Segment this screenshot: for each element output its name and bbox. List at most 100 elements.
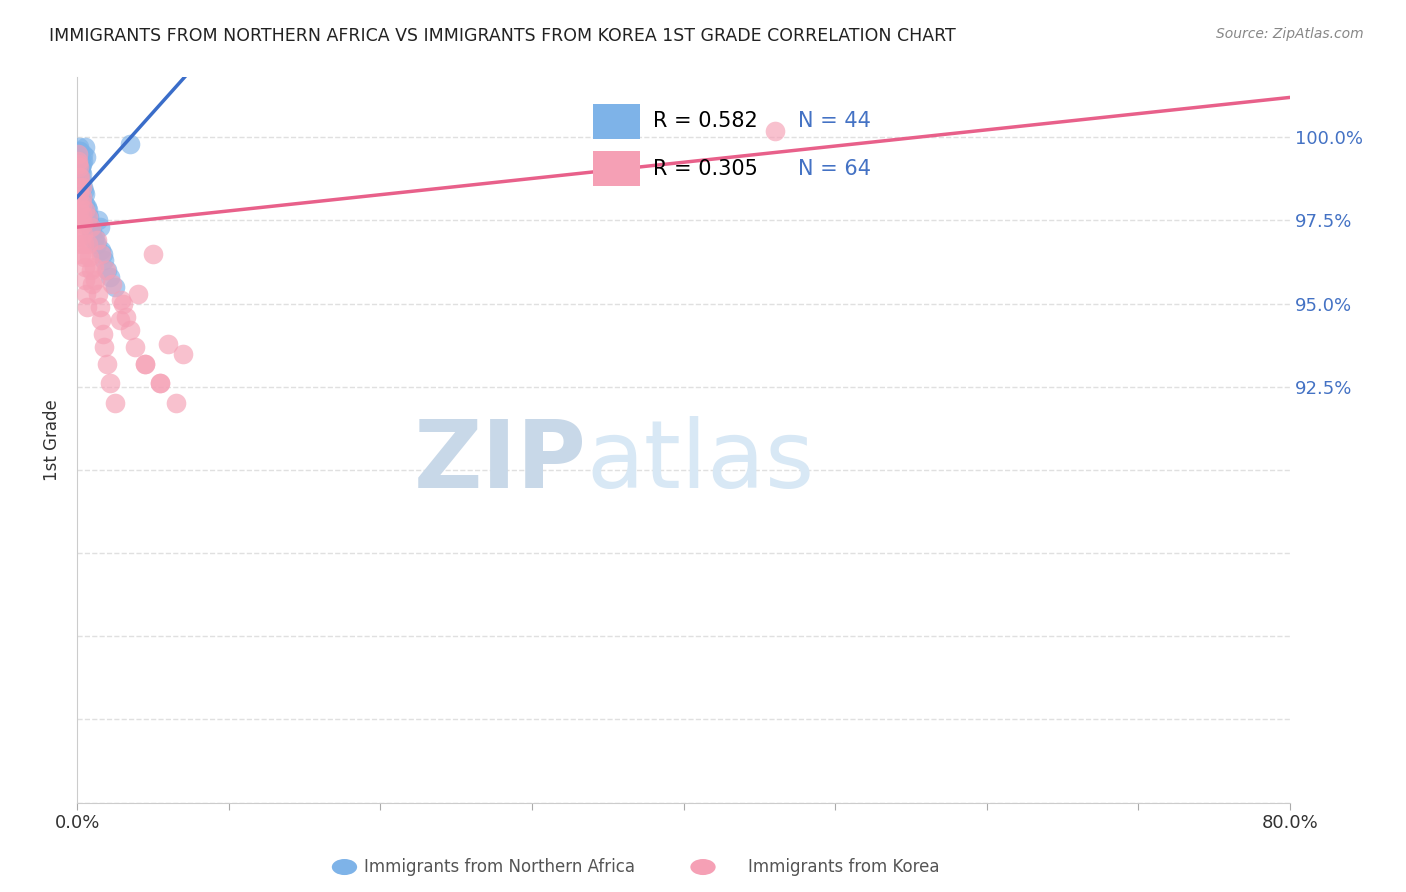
Point — [172, 346, 194, 360]
Point — [134, 357, 156, 371]
Point — [111, 296, 134, 310]
Point — [67, 186, 90, 201]
Point — [69, 170, 91, 185]
Point — [72, 227, 94, 241]
Text: IMMIGRANTS FROM NORTHERN AFRICA VS IMMIGRANTS FROM KOREA 1ST GRADE CORRELATION C: IMMIGRANTS FROM NORTHERN AFRICA VS IMMIG… — [49, 27, 956, 45]
Point — [157, 336, 180, 351]
Point — [120, 323, 142, 337]
Point — [75, 203, 97, 218]
Point — [86, 234, 108, 248]
Point — [67, 144, 90, 158]
Point — [76, 200, 98, 214]
Point — [94, 263, 117, 277]
Point — [66, 170, 89, 185]
Point — [83, 234, 105, 248]
Point — [72, 207, 94, 221]
Point — [89, 300, 111, 314]
Point — [67, 150, 90, 164]
Text: Source: ZipAtlas.com: Source: ZipAtlas.com — [1216, 27, 1364, 41]
Point — [100, 270, 122, 285]
Point — [67, 153, 90, 168]
Point — [77, 210, 100, 224]
Point — [80, 263, 103, 277]
Point — [82, 277, 104, 291]
Point — [82, 227, 104, 241]
Y-axis label: 1st Grade: 1st Grade — [44, 399, 60, 481]
Text: N = 64: N = 64 — [799, 159, 872, 178]
Point — [87, 213, 110, 227]
Point — [763, 123, 786, 137]
Point — [104, 396, 127, 410]
Point — [80, 223, 103, 237]
Point — [108, 313, 131, 327]
Point — [80, 220, 103, 235]
Point — [91, 326, 114, 341]
FancyBboxPatch shape — [593, 151, 640, 186]
Point — [76, 203, 98, 218]
Text: atlas: atlas — [586, 416, 814, 508]
Text: ZIP: ZIP — [413, 416, 586, 508]
Point — [84, 230, 107, 244]
Point — [70, 163, 93, 178]
Point — [67, 180, 90, 194]
Text: Immigrants from Northern Africa: Immigrants from Northern Africa — [364, 858, 634, 876]
Point — [72, 217, 94, 231]
Point — [69, 157, 91, 171]
Point — [70, 246, 93, 260]
Point — [70, 167, 93, 181]
Point — [165, 396, 187, 410]
Point — [70, 157, 93, 171]
Point — [69, 213, 91, 227]
Point — [73, 140, 96, 154]
Point — [91, 246, 114, 260]
Point — [69, 220, 91, 235]
Point — [120, 136, 142, 151]
Point — [93, 253, 115, 268]
Point — [73, 186, 96, 201]
Point — [77, 250, 100, 264]
Point — [69, 144, 91, 158]
Text: Immigrants from Korea: Immigrants from Korea — [748, 858, 939, 876]
Point — [89, 220, 111, 235]
Point — [73, 260, 96, 274]
Point — [67, 170, 90, 185]
Point — [86, 236, 108, 251]
Point — [66, 157, 89, 171]
Point — [93, 340, 115, 354]
Point — [75, 150, 97, 164]
Point — [73, 236, 96, 251]
Point — [72, 180, 94, 194]
Point — [75, 286, 97, 301]
Point — [67, 140, 90, 154]
Point — [69, 153, 91, 168]
FancyBboxPatch shape — [593, 104, 640, 139]
Point — [101, 277, 124, 291]
Point — [72, 153, 94, 168]
Point — [67, 197, 90, 211]
Point — [76, 236, 98, 251]
Point — [124, 340, 146, 354]
Point — [67, 147, 90, 161]
Point — [73, 250, 96, 264]
Point — [67, 203, 90, 218]
Point — [70, 197, 93, 211]
Point — [110, 293, 132, 308]
Point — [79, 217, 101, 231]
Point — [67, 153, 90, 168]
Point — [72, 180, 94, 194]
Point — [75, 197, 97, 211]
Point — [100, 376, 122, 391]
Point — [75, 273, 97, 287]
Point — [90, 244, 112, 258]
Point — [96, 263, 118, 277]
Point — [70, 236, 93, 251]
Point — [72, 147, 94, 161]
Point — [66, 147, 89, 161]
Text: N = 44: N = 44 — [799, 112, 872, 131]
Point — [96, 357, 118, 371]
Point — [70, 190, 93, 204]
Point — [73, 184, 96, 198]
Point — [72, 173, 94, 187]
Point — [67, 144, 90, 158]
Point — [76, 300, 98, 314]
